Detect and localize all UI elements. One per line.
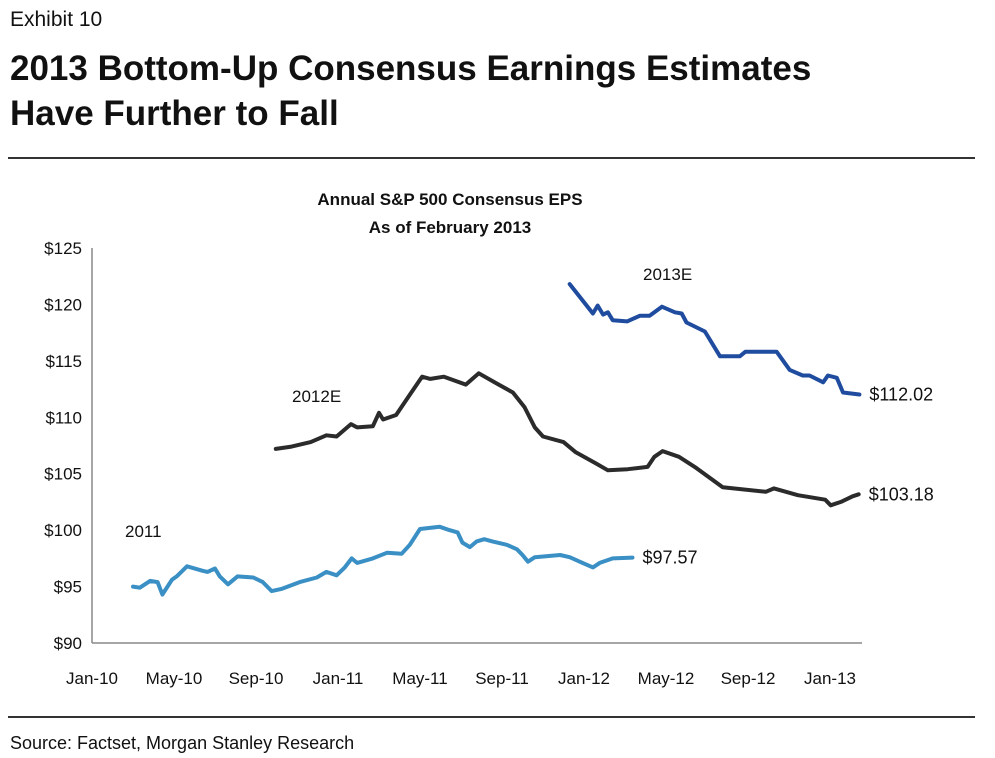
y-tick-label: $105 [44,465,82,484]
x-tick-label: Jan-13 [804,669,856,688]
x-tick-label: Sep-11 [475,669,529,688]
series-line-2013e [567,282,862,397]
x-tick-label: May-11 [392,669,447,688]
title-line-2: Have Further to Fall [10,94,339,133]
x-tick-label: Jan-12 [558,669,610,688]
series-line-2012e [273,371,861,508]
x-tick-label: Jan-11 [313,669,364,688]
series-name-label: 2012E [292,387,341,406]
chart-subtitle: As of February 2013 [369,218,532,237]
x-tick-label: May-10 [146,669,203,688]
bottom-divider [8,716,975,718]
title-line-1: 2013 Bottom-Up Consensus Earnings Estima… [10,49,812,88]
series-end-value-label: $97.57 [643,548,698,568]
series-end-value-label: $112.02 [869,384,933,404]
chart-title: Annual S&P 500 Consensus EPS [317,190,582,209]
y-tick-label: $95 [54,578,82,597]
page-title: 2013 Bottom-Up Consensus Earnings Estima… [10,46,811,136]
series-line-2011 [131,524,635,597]
x-tick-label: Sep-10 [229,669,284,688]
y-tick-label: $110 [45,408,82,427]
series-name-label: 2011 [125,522,162,541]
y-tick-label: $115 [45,352,82,371]
x-tick-label: Jan-10 [66,669,118,688]
source-note: Source: Factset, Morgan Stanley Research [10,733,355,753]
y-tick-label: $90 [54,634,82,653]
y-tick-label: $120 [44,295,82,314]
x-tick-label: May-12 [638,669,695,688]
series-name-label: 2013E [643,265,692,284]
y-tick-label: $100 [44,521,82,540]
x-tick-label: Sep-12 [721,669,776,688]
y-tick-label: $125 [44,239,82,258]
exhibit-label: Exhibit 10 [10,8,103,31]
series-end-value-label: $103.18 [869,484,934,504]
top-divider [8,157,975,159]
